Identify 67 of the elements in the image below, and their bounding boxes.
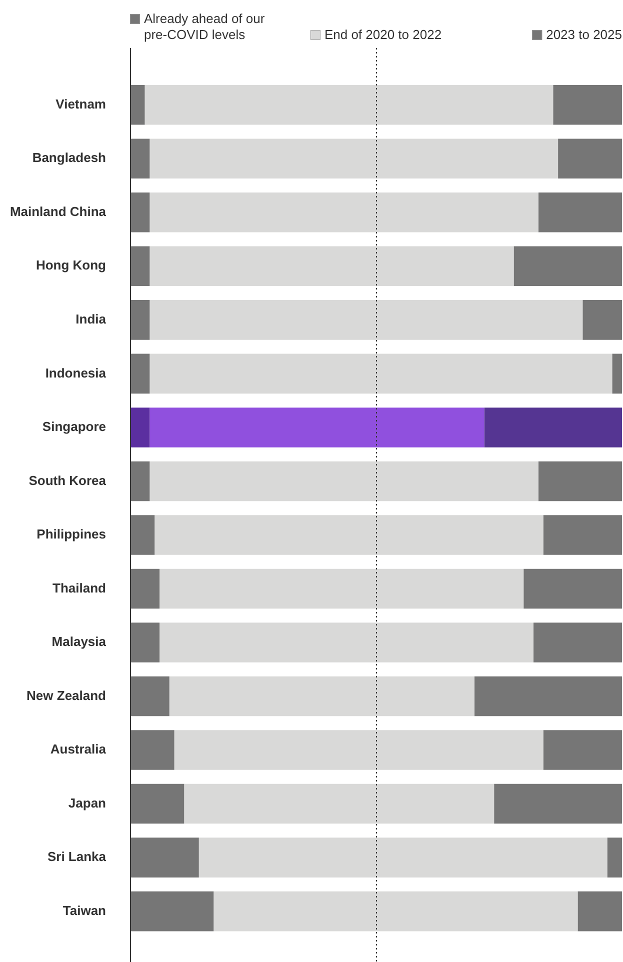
bar: [524, 568, 622, 609]
bar: [553, 84, 622, 125]
bar: [130, 192, 150, 232]
bar: [150, 246, 514, 286]
y-tick-label: Thailand: [52, 580, 106, 596]
legend-label: 2023 to 2025: [546, 27, 622, 42]
bar: [130, 622, 160, 662]
y-tick-label: Philippines: [36, 526, 106, 542]
y-tick-label: New Zealand: [26, 688, 106, 703]
y-tick-label: India: [76, 312, 107, 327]
bar: [538, 461, 622, 502]
y-tick-label: Hong Kong: [36, 258, 106, 273]
bar: [130, 784, 184, 824]
y-tick-label: Australia: [50, 742, 107, 757]
bar: [130, 461, 150, 502]
bar: [543, 730, 622, 770]
bar: [130, 838, 199, 878]
bar: [558, 138, 622, 179]
bar: [130, 246, 150, 286]
bar: [474, 676, 622, 716]
bar: [150, 354, 612, 394]
y-tick-label: Malaysia: [52, 634, 107, 650]
bar: [174, 730, 544, 770]
bar: [160, 568, 524, 609]
bar: [494, 784, 622, 824]
y-tick-label: Mainland China: [10, 204, 107, 219]
bar: [150, 138, 558, 179]
bar: [130, 676, 170, 716]
bar: [130, 515, 155, 555]
bar: [484, 408, 622, 448]
bar: [130, 730, 174, 770]
y-tick-label: Bangladesh: [32, 150, 106, 166]
y-tick-label: Vietnam: [56, 96, 106, 112]
y-tick-label: Taiwan: [62, 902, 106, 918]
y-tick-label: Indonesia: [45, 365, 107, 380]
bar: [533, 622, 622, 662]
bar: [130, 568, 160, 609]
bar: [150, 408, 484, 448]
bar: [578, 891, 622, 932]
bar: [150, 192, 538, 232]
bar: [514, 246, 622, 286]
bar: [607, 838, 622, 878]
bar: [130, 891, 214, 932]
bar: [154, 515, 544, 555]
bar: [538, 192, 622, 232]
bar: [582, 300, 622, 340]
bar: [160, 622, 534, 662]
bar: [214, 891, 578, 932]
bar: [130, 408, 150, 448]
bar: [543, 515, 622, 555]
y-tick-label: Sri Lanka: [47, 849, 107, 864]
bar: [130, 300, 150, 340]
legend-label: Already ahead of our pre-COVID levels: [144, 11, 266, 42]
bar: [150, 461, 538, 502]
y-tick-label: South Korea: [28, 472, 107, 488]
bar: [184, 784, 494, 824]
bar: [198, 838, 608, 878]
bar: [169, 676, 474, 716]
y-tick-label: Japan: [68, 795, 106, 810]
bar: [130, 84, 145, 125]
bar: [144, 84, 554, 125]
bar: [130, 354, 150, 394]
bar: [130, 138, 150, 179]
y-tick-label: Singapore: [42, 419, 106, 434]
bar: [150, 300, 583, 340]
legend-label: End of 2020 to 2022: [324, 27, 442, 42]
bar: [612, 354, 622, 394]
